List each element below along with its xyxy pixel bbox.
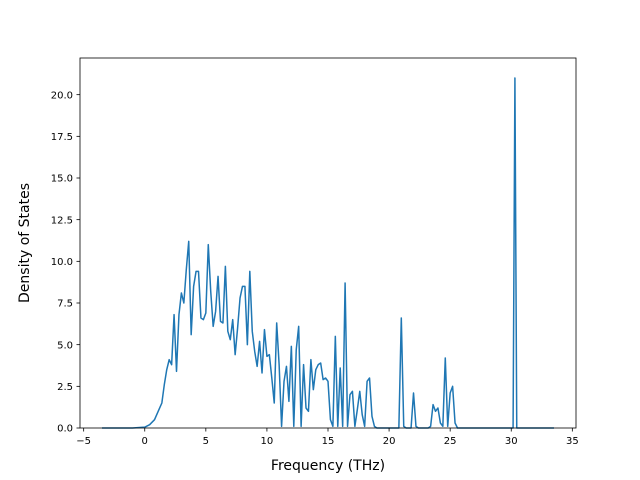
plot-layer xyxy=(101,77,555,429)
x-tick-label: 20 xyxy=(383,436,396,447)
y-tick-label: 12.5 xyxy=(51,215,73,226)
x-tick-label: 0 xyxy=(142,436,148,447)
y-tick-label: 17.5 xyxy=(51,132,73,143)
x-axis-title: Frequency (THz) xyxy=(271,458,385,474)
x-tick-label: 25 xyxy=(444,436,457,447)
x-tick-label: 5 xyxy=(203,436,209,447)
x-tick-label: 35 xyxy=(566,436,579,447)
y-tick-label: 7.5 xyxy=(57,299,73,310)
ticks-layer: −5 0 5 10 15 20 25 30 35 0.0 2.5 5.0 7.5 10.0 12.5 15.0… xyxy=(51,90,579,447)
x-tick-label: 30 xyxy=(505,436,518,447)
y-tick-label: 0.0 xyxy=(57,424,73,435)
x-tick-label: 10 xyxy=(261,436,274,447)
x-tick-label: 15 xyxy=(322,436,335,447)
y-tick-label: 10.0 xyxy=(51,257,73,268)
y-axis-title: Density of States xyxy=(17,183,33,303)
dos-series-line xyxy=(101,77,555,429)
y-tick-label: 5.0 xyxy=(57,340,73,351)
y-tick-label: 15.0 xyxy=(51,174,73,185)
x-tick-label: −5 xyxy=(76,436,91,447)
y-tick-label: 20.0 xyxy=(51,90,73,101)
y-tick-label: 2.5 xyxy=(57,382,73,393)
